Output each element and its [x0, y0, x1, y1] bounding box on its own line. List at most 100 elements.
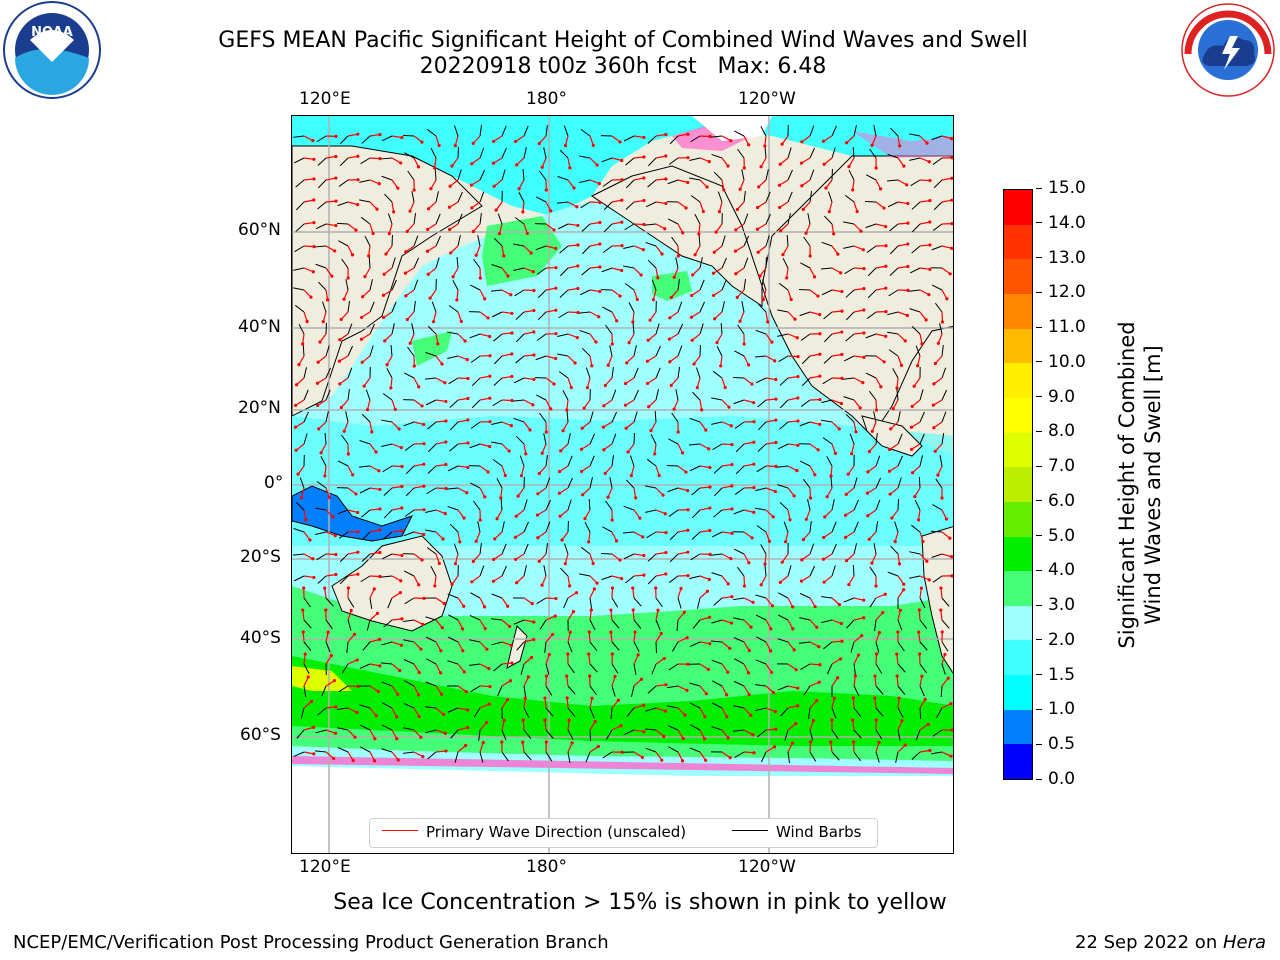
- wind-barb: [843, 245, 855, 249]
- wave-direction-arrow: [721, 443, 733, 446]
- wind-barb: [875, 455, 881, 467]
- wave-direction-arrow: [545, 615, 556, 621]
- wave-arrow-head: [840, 289, 844, 294]
- wave-direction-arrow: [845, 487, 855, 495]
- wind-barb: [522, 168, 525, 181]
- wind-barb: [325, 619, 333, 630]
- wave-direction-arrow: [339, 355, 349, 362]
- wind-barb: [689, 465, 701, 472]
- wave-direction-arrow: [911, 399, 921, 407]
- wind-barb: [733, 399, 745, 405]
- wave-arrow-head: [554, 596, 558, 601]
- wave-arrow-head: [639, 273, 643, 277]
- wind-barb: [523, 685, 527, 697]
- wave-direction-arrow: [779, 179, 789, 186]
- wind-barb: [523, 125, 529, 137]
- wave-direction-arrow: [809, 720, 814, 731]
- wave-arrow-head: [510, 374, 514, 379]
- wave-direction-arrow: [677, 133, 688, 137]
- wind-barb: [381, 662, 393, 665]
- wind-barb: [826, 663, 833, 675]
- wind-barb: [491, 421, 503, 425]
- wind-barb: [799, 641, 811, 644]
- wave-arrow-head: [544, 188, 548, 192]
- wind-barb: [690, 724, 701, 731]
- wave-arrow-head: [474, 253, 478, 257]
- wind-barb: [756, 525, 767, 533]
- wind-barb: [497, 213, 503, 225]
- wave-direction-arrow: [347, 245, 354, 256]
- colorbar: [1003, 189, 1033, 780]
- wind-barb: [557, 223, 569, 230]
- wave-direction-arrow: [449, 201, 459, 208]
- wave-arrow-head: [928, 243, 932, 247]
- wave-direction-arrow: [721, 751, 731, 759]
- wave-direction-arrow: [867, 487, 877, 494]
- wave-direction-arrow: [852, 720, 855, 731]
- wave-arrow-head: [326, 630, 330, 634]
- wind-barb: [853, 685, 860, 697]
- wave-arrow-head: [400, 529, 404, 533]
- wind-barb: [303, 641, 312, 651]
- wave-direction-arrow: [413, 751, 424, 758]
- wave-arrow-head: [899, 363, 904, 367]
- wave-direction-arrow: [523, 597, 533, 605]
- wave-arrow-head: [565, 674, 569, 678]
- wave-arrow-head: [529, 251, 533, 255]
- wave-arrow-head: [663, 512, 667, 516]
- wave-arrow-head: [749, 713, 753, 717]
- wave-arrow-head: [827, 210, 831, 214]
- wave-direction-arrow: [743, 553, 750, 564]
- wave-direction-arrow: [589, 745, 599, 753]
- wave-arrow-head: [867, 537, 871, 541]
- wave-direction-arrow: [413, 421, 424, 426]
- wave-arrow-head: [936, 473, 940, 477]
- wind-barb: [427, 443, 437, 453]
- wave-arrow-head: [540, 451, 544, 455]
- wave-direction-arrow: [787, 509, 791, 520]
- wave-direction-arrow: [567, 157, 571, 168]
- wave-arrow-head: [773, 489, 777, 494]
- wave-direction-arrow: [852, 697, 855, 709]
- wave-arrow-head: [524, 452, 528, 456]
- wave-arrow-head: [316, 403, 320, 408]
- wind-barb: [909, 551, 921, 555]
- wave-direction-arrow: [787, 443, 798, 446]
- wave-direction-arrow: [632, 588, 635, 599]
- wave-arrow-head: [895, 652, 899, 656]
- wave-direction-arrow: [516, 575, 525, 584]
- wave-arrow-head: [690, 293, 694, 298]
- wind-barb: [413, 279, 419, 291]
- wind-barb: [557, 353, 569, 357]
- wave-direction-arrow: [457, 311, 462, 322]
- wave-direction-arrow: [941, 677, 949, 687]
- wave-direction-arrow: [691, 311, 701, 318]
- wave-direction-arrow: [435, 531, 444, 540]
- wave-arrow-head: [752, 462, 756, 466]
- wind-barb: [339, 157, 349, 167]
- wave-direction-arrow: [721, 179, 725, 190]
- wave-direction-arrow: [388, 223, 393, 234]
- wave-direction-arrow: [779, 575, 789, 583]
- wave-direction-arrow: [435, 750, 447, 753]
- wind-barb: [539, 412, 547, 423]
- wave-direction-arrow: [452, 267, 459, 278]
- wind-barb: [588, 498, 591, 511]
- wave-direction-arrow: [937, 333, 943, 344]
- wind-barb: [676, 619, 679, 632]
- wave-direction-arrow: [897, 355, 903, 366]
- wind-barb: [889, 245, 899, 255]
- wave-arrow-head: [925, 559, 929, 563]
- wave-arrow-head: [851, 696, 855, 700]
- wave-arrow-head: [752, 420, 756, 424]
- wind-barb: [626, 479, 635, 489]
- wave-direction-arrow: [566, 697, 569, 709]
- wave-arrow-head: [815, 625, 819, 629]
- lon-label-top-120e: 120°E: [299, 89, 351, 109]
- wave-direction-arrow: [611, 157, 622, 162]
- wind-barb: [667, 179, 679, 185]
- wave-direction-arrow: [347, 751, 354, 761]
- wave-arrow-head: [801, 537, 806, 542]
- wave-direction-arrow: [538, 553, 547, 562]
- wave-arrow-head: [794, 668, 798, 672]
